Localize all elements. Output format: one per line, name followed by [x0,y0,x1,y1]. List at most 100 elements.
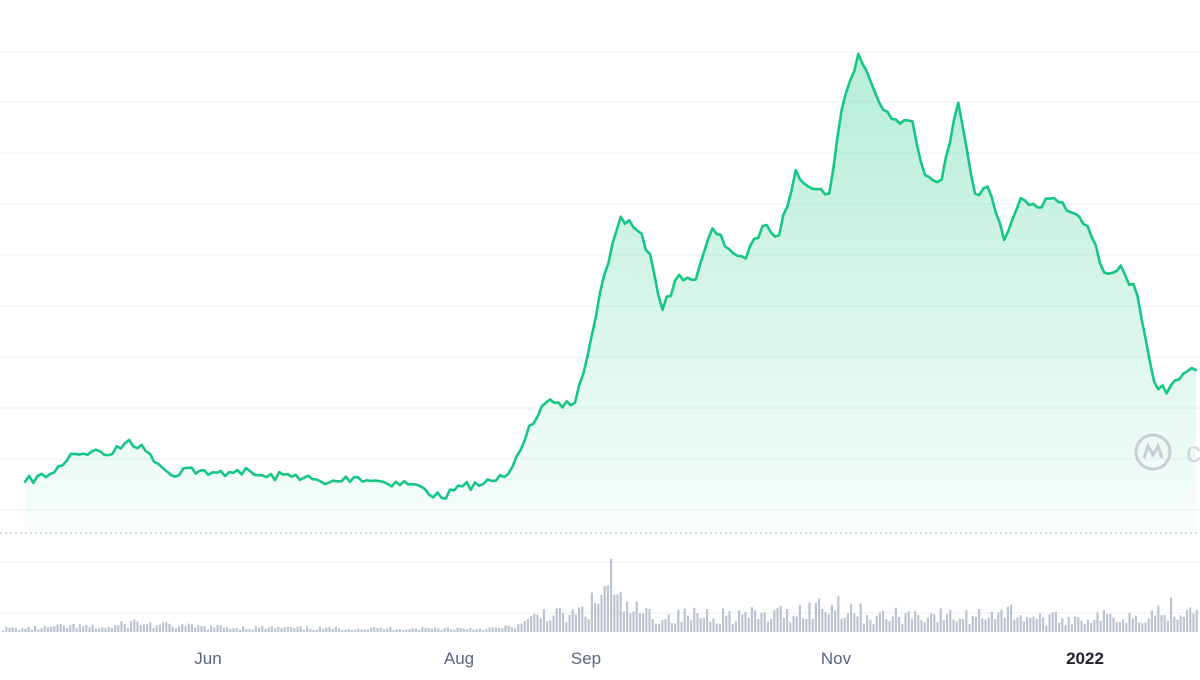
volume-bar [517,624,520,632]
volume-bar [395,629,398,632]
volume-bar [843,617,846,632]
volume-bar [709,621,712,632]
volume-bar [955,621,958,632]
volume-bar [776,608,779,632]
volume-bar [421,627,424,632]
volume-bar [382,629,385,632]
volume-bar [1173,616,1176,632]
volume-bar [942,619,945,632]
volume-bar [677,609,680,632]
volume-bar [725,615,728,632]
volume-bar [306,626,309,632]
volume-bar [907,611,910,632]
volume-bar [293,628,296,632]
volume-bar [450,629,453,632]
volume-bar [1019,615,1022,632]
volume-bar [802,618,805,632]
volume-bar [674,623,677,632]
volume-bar [334,626,337,632]
volume-bar [568,615,571,632]
volume-bar [923,622,926,632]
volume-bar [552,615,555,632]
volume-bar [702,617,705,632]
volume-bar [315,629,318,632]
volume-bar [747,618,750,632]
volume-bar [475,629,478,632]
volume-bar [1080,620,1083,632]
volume-bar [565,622,568,632]
volume-bar [360,629,363,632]
volume-bar [690,620,693,632]
volume-bar [990,611,993,632]
volume-bar [558,608,561,632]
volume-bar [1154,615,1157,632]
volume-bar [136,621,139,632]
volume-bar [226,627,229,632]
volume-bar [715,623,718,632]
x-axis-ticks: Jun Aug Sep Nov 2022 [194,649,1104,668]
volume-bar [1128,612,1131,632]
volume-bar [494,627,497,632]
volume-bar [1144,622,1147,632]
volume-bar [782,617,785,632]
volume-bar [933,614,936,632]
volume-bar [965,610,968,632]
volume-bar [459,628,462,632]
volume-bar [501,628,504,632]
volume-bar [370,627,373,632]
volume-bar [1141,623,1144,632]
volume-bar [274,628,277,632]
volume-bar [1166,620,1169,632]
volume-bar [1134,615,1137,632]
volume-bar [763,612,766,632]
volume-bar [837,596,840,632]
volume-bar [1150,610,1153,632]
volume-bar [69,625,72,632]
volume-bar [894,607,897,632]
volume-bar [555,608,558,632]
volume-bar [744,612,747,632]
volume-bar [706,609,709,632]
volume-bar [1179,615,1182,632]
volume-bar [254,626,257,632]
volume-bar [1182,616,1185,632]
volume-bar [456,627,459,632]
volume-bar [482,630,485,632]
volume-bar [619,591,622,632]
volume-bar [98,628,101,632]
volume-bar [24,628,27,632]
volume-bar [530,615,533,632]
volume-bar [120,621,123,632]
volume-bar [184,626,187,632]
volume-bar [216,625,219,632]
volume-bar [642,613,645,632]
volume-bar [862,623,865,632]
volume-bar [971,616,974,632]
volume-bar [82,626,85,632]
volume-bar [414,628,417,632]
volume-bar [168,623,171,632]
volume-bar [43,625,46,632]
volume-bar [949,609,952,632]
volume-bar [75,628,78,632]
volume-bar [699,618,702,632]
volume-bar [165,622,168,632]
volume-bar [994,619,997,632]
volume-bar [379,627,382,632]
volume-bar [542,609,545,632]
volume-bar [1090,623,1093,632]
volume-bar [571,609,574,632]
volume-bar [56,624,59,632]
volume-bar [1074,616,1077,632]
volume-bar [443,628,446,632]
volume-bar [232,628,235,632]
volume-bar [1160,615,1163,632]
volume-bar [296,626,299,632]
volume-bar [34,626,37,632]
volume-bar [840,618,843,632]
volume-bar [219,625,222,632]
x-tick-label: Nov [821,649,852,668]
volume-bar [277,626,280,632]
volume-bar [1195,609,1198,632]
